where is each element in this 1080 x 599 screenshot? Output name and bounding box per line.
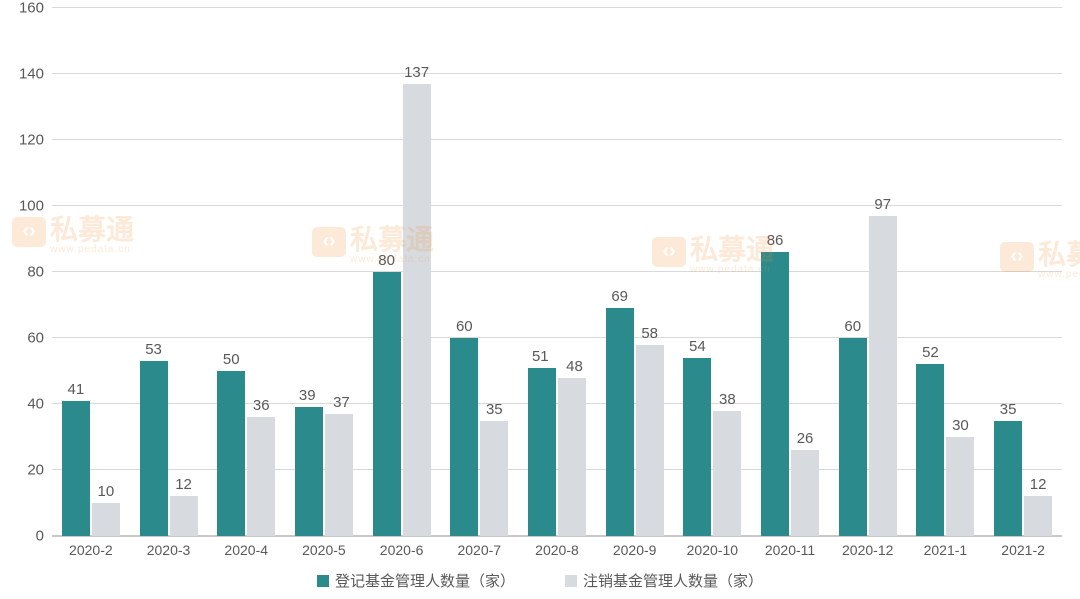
bar-registered: 35 (994, 421, 1022, 537)
bar-value-label: 36 (253, 397, 270, 414)
bar-value-label: 35 (1000, 401, 1017, 418)
legend: 登记基金管理人数量（家） 注销基金管理人数量（家） (0, 570, 1080, 591)
bars-container: 41102020-253122020-350362020-439372020-5… (52, 8, 1062, 536)
bar-value-label: 97 (874, 196, 891, 213)
x-tick-label: 2020-5 (302, 542, 346, 558)
bar-group: 54382020-10 (674, 8, 752, 536)
bar-value-label: 37 (333, 394, 350, 411)
bar-group: 60352020-7 (440, 8, 518, 536)
bar-value-label: 54 (689, 338, 706, 355)
watermark-icon: ‹› (12, 217, 46, 247)
bar-deregistered: 36 (247, 417, 275, 536)
plot-area: 020406080100120140160 41102020-253122020… (52, 8, 1062, 537)
y-tick-label: 140 (4, 66, 52, 83)
bar-deregistered: 30 (946, 437, 974, 536)
bar-value-label: 137 (404, 64, 429, 81)
bar-deregistered: 97 (869, 216, 897, 536)
bar-value-label: 41 (68, 381, 85, 398)
bar-registered: 39 (295, 407, 323, 536)
bar-registered: 52 (916, 364, 944, 536)
bar-registered: 53 (140, 361, 168, 536)
bar-value-label: 80 (378, 252, 395, 269)
bar-deregistered: 12 (170, 496, 198, 536)
bar-registered: 60 (450, 338, 478, 536)
bar-value-label: 48 (566, 358, 583, 375)
bar-group: 50362020-4 (207, 8, 285, 536)
bar-deregistered: 35 (480, 421, 508, 537)
bar-value-label: 60 (844, 318, 861, 335)
bar-registered: 51 (528, 368, 556, 536)
bar-value-label: 35 (486, 401, 503, 418)
bar-value-label: 30 (952, 417, 969, 434)
bar-value-label: 53 (145, 341, 162, 358)
x-tick-label: 2020-2 (69, 542, 113, 558)
bar-deregistered: 137 (403, 84, 431, 536)
bar-value-label: 26 (797, 430, 814, 447)
bar-registered: 69 (606, 308, 634, 536)
bar-value-label: 51 (532, 348, 549, 365)
x-tick-label: 2020-9 (613, 542, 657, 558)
bar-group: 41102020-2 (52, 8, 130, 536)
bar-value-label: 69 (611, 288, 628, 305)
bar-registered: 60 (839, 338, 867, 536)
bar-group: 39372020-5 (285, 8, 363, 536)
y-tick-label: 0 (4, 528, 52, 545)
x-tick-label: 2020-10 (687, 542, 738, 558)
bar-registered: 86 (761, 252, 789, 536)
bar-group: 51482020-8 (518, 8, 596, 536)
bar-value-label: 52 (922, 344, 939, 361)
x-tick-label: 2020-3 (147, 542, 191, 558)
y-tick-label: 160 (4, 0, 52, 17)
bar-group: 35122021-2 (984, 8, 1062, 536)
bar-group: 86262020-11 (751, 8, 829, 536)
bar-registered: 54 (683, 358, 711, 536)
bar-value-label: 12 (1030, 476, 1047, 493)
bar-registered: 41 (62, 401, 90, 536)
bar-deregistered: 26 (791, 450, 819, 536)
bar-value-label: 58 (641, 325, 658, 342)
legend-label: 注销基金管理人数量（家） (583, 570, 763, 591)
legend-item-registered: 登记基金管理人数量（家） (317, 570, 515, 591)
bar-group: 69582020-9 (596, 8, 674, 536)
y-tick-label: 60 (4, 330, 52, 347)
x-tick-label: 2020-6 (380, 542, 424, 558)
bar-group: 52302021-1 (907, 8, 985, 536)
legend-item-deregistered: 注销基金管理人数量（家） (565, 570, 763, 591)
bar-deregistered: 58 (636, 345, 664, 536)
bar-deregistered: 38 (713, 411, 741, 536)
x-tick-label: 2020-12 (842, 542, 893, 558)
x-tick-label: 2020-7 (457, 542, 501, 558)
bar-value-label: 39 (299, 387, 316, 404)
bar-deregistered: 48 (558, 378, 586, 536)
bar-deregistered: 37 (325, 414, 353, 536)
x-tick-label: 2020-11 (765, 542, 815, 558)
x-tick-label: 2021-2 (1001, 542, 1045, 558)
fund-manager-bar-chart: 020406080100120140160 41102020-253122020… (0, 0, 1080, 599)
bar-group: 801372020-6 (363, 8, 441, 536)
legend-swatch (565, 575, 577, 587)
bar-deregistered: 10 (92, 503, 120, 536)
y-tick-label: 40 (4, 396, 52, 413)
x-tick-label: 2020-4 (224, 542, 268, 558)
bar-value-label: 60 (456, 318, 473, 335)
x-tick-label: 2020-8 (535, 542, 579, 558)
bar-value-label: 12 (175, 476, 192, 493)
y-tick-label: 80 (4, 264, 52, 281)
bar-registered: 80 (373, 272, 401, 536)
bar-group: 60972020-12 (829, 8, 907, 536)
x-tick-label: 2021-1 (924, 542, 968, 558)
bar-value-label: 10 (98, 483, 115, 500)
y-tick-label: 20 (4, 462, 52, 479)
y-tick-label: 120 (4, 132, 52, 149)
y-tick-label: 100 (4, 198, 52, 215)
bar-group: 53122020-3 (130, 8, 208, 536)
bar-registered: 50 (217, 371, 245, 536)
bar-value-label: 50 (223, 351, 240, 368)
legend-label: 登记基金管理人数量（家） (335, 570, 515, 591)
bar-deregistered: 12 (1024, 496, 1052, 536)
legend-swatch (317, 575, 329, 587)
bar-value-label: 86 (767, 232, 784, 249)
bar-value-label: 38 (719, 391, 736, 408)
